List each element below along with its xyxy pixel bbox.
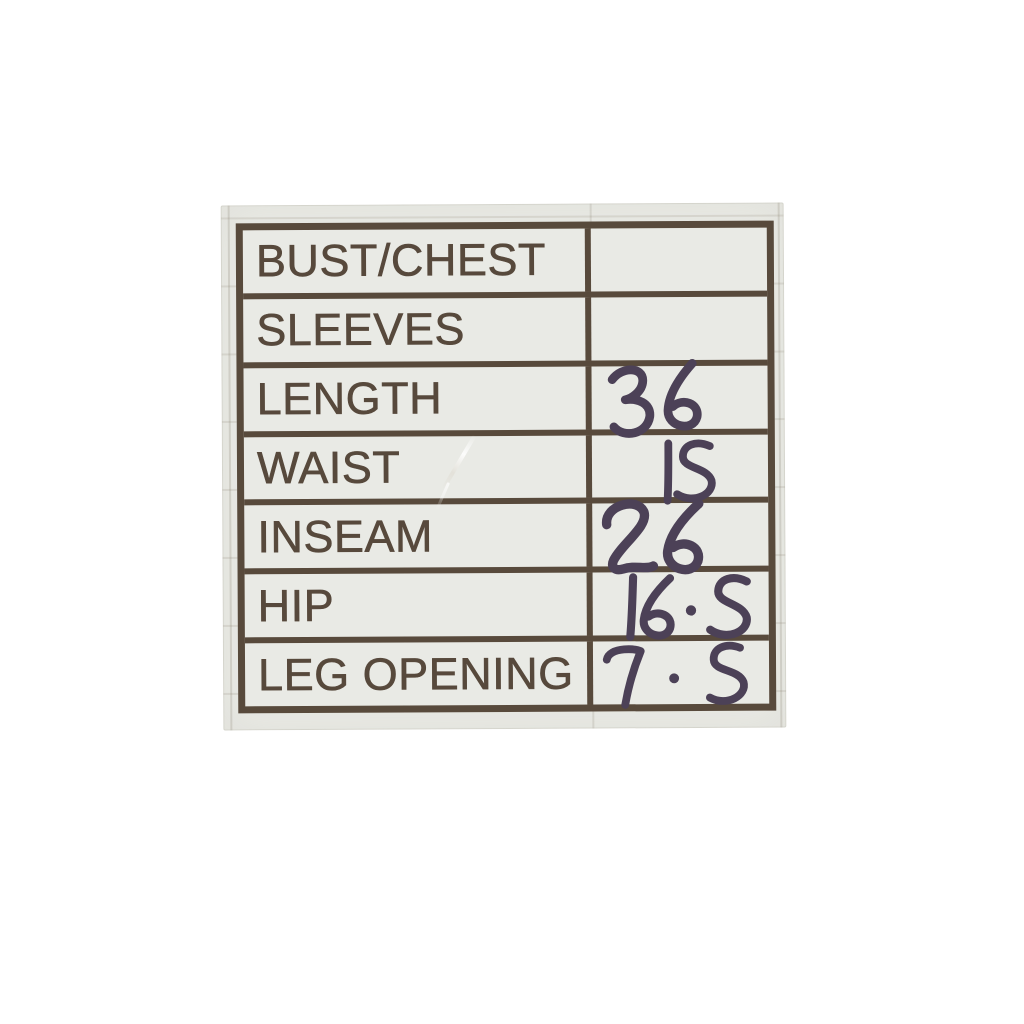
measurement-name: LENGTH [256,372,443,425]
measurement-name: LEG OPENING [257,647,574,700]
row-leg-opening: LEG OPENING 7.5 [244,634,770,709]
measurement-table: BUST/CHEST SLEEVES LENGTH 36 [235,220,777,714]
measurement-name: HIP [257,579,335,632]
row-waist: WAIST 15 [243,428,769,505]
measurement-sticker: BUST/CHEST SLEEVES LENGTH 36 [220,202,787,731]
handwritten-value: 15 [592,434,768,505]
measurement-name: INSEAM [257,510,434,563]
row-inseam: INSEAM 26 [244,497,769,575]
handwritten-value: 26 [592,499,768,575]
row-hip: HIP 16.5 [244,565,769,642]
measurement-value-cell [591,296,767,360]
row-bust-chest: BUST/CHEST [242,228,767,294]
handwritten-value [591,228,767,292]
measurement-value-cell: 26 [592,499,768,575]
handwritten-value [591,296,767,360]
measurement-value-cell: 36 [591,358,767,438]
row-sleeves: SLEEVES [243,290,768,363]
measurement-value-cell: 7.5 [593,641,769,709]
measurement-name-cell: HIP [244,572,593,638]
measurement-name-cell: LEG OPENING [244,641,594,707]
measurement-name-cell: WAIST [243,435,593,500]
handwritten-value: 16.5 [593,572,769,642]
measurement-value-cell: 16.5 [593,572,769,642]
measurement-name: SLEEVES [256,303,466,356]
row-length: LENGTH 36 [243,358,768,438]
measurement-name-cell: INSEAM [244,503,593,569]
measurement-name: BUST/CHEST [255,234,547,287]
measurement-name-cell: SLEEVES [243,297,592,363]
measurement-value-cell [591,228,767,292]
handwritten-value: 7.5 [593,641,769,709]
measurement-name: WAIST [256,441,401,494]
measurement-name-cell: BUST/CHEST [242,228,592,294]
handwritten-value: 36 [591,358,767,438]
measurement-name-cell: LENGTH [243,366,592,431]
measurement-value-cell: 15 [592,434,768,505]
